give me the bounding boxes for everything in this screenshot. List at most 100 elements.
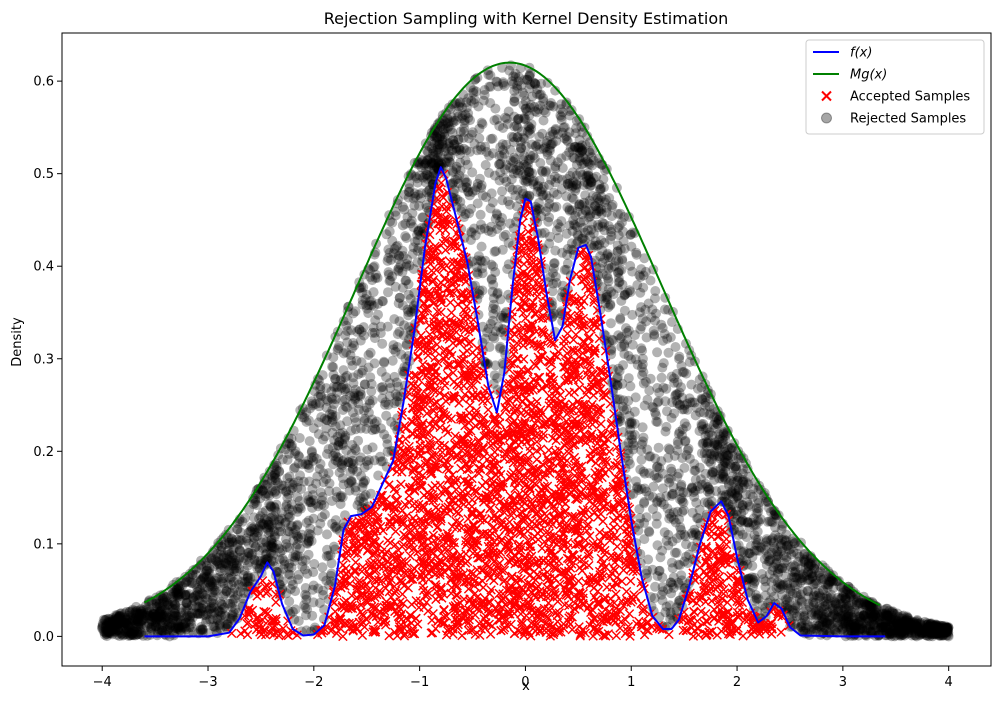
- rejected-sample-point: [635, 513, 646, 523]
- rejected-sample-point: [603, 284, 614, 295]
- rejected-sample-point: [800, 615, 810, 626]
- rejected-sample-point: [829, 624, 840, 635]
- rejected-sample-point: [280, 517, 291, 527]
- rejected-sample-point: [562, 136, 573, 147]
- rejected-sample-point: [260, 505, 271, 516]
- rejected-sample-point: [451, 161, 462, 172]
- rejected-sample-point: [823, 579, 834, 590]
- rejected-sample-point: [104, 624, 115, 635]
- rejected-sample-point: [690, 485, 701, 496]
- rejected-sample-point: [497, 195, 508, 206]
- rejected-sample-point: [176, 621, 187, 632]
- rejected-sample-point: [642, 394, 653, 405]
- rejected-sample-point: [795, 621, 806, 632]
- rejected-sample-point: [396, 349, 407, 360]
- rejected-sample-point: [669, 450, 680, 461]
- rejected-sample-point: [397, 201, 408, 212]
- rejected-sample-point: [249, 527, 260, 538]
- rejected-sample-point: [562, 178, 573, 189]
- rejected-sample-point: [480, 160, 491, 170]
- rejected-sample-point: [470, 230, 481, 241]
- rejected-sample-point: [459, 174, 470, 185]
- rejected-sample-point: [272, 519, 283, 530]
- rejected-sample-point: [488, 299, 499, 310]
- rejected-sample-point: [340, 510, 350, 521]
- rejected-sample-point: [676, 360, 687, 371]
- rejected-sample-point: [624, 459, 635, 469]
- rejected-sample-point: [841, 594, 852, 605]
- rejected-sample-point: [681, 539, 691, 550]
- rejected-sample-point: [366, 300, 377, 310]
- rejected-sample-point: [644, 385, 655, 396]
- rejected-sample-point: [721, 497, 732, 507]
- rejected-sample-point: [286, 440, 297, 451]
- rejected-sample-point: [327, 409, 338, 420]
- rejected-sample-point: [899, 625, 910, 636]
- rejected-sample-point: [301, 610, 311, 621]
- rejected-sample-point: [691, 529, 702, 540]
- rejected-sample-point: [652, 347, 663, 358]
- rejected-sample-point: [668, 507, 679, 518]
- rejected-sample-point: [758, 574, 769, 585]
- rejected-sample-point: [228, 607, 239, 618]
- rejected-sample-point: [290, 604, 301, 615]
- rejected-sample-point: [634, 518, 645, 529]
- rejected-sample-point: [512, 83, 523, 94]
- rejected-sample-point: [355, 335, 366, 346]
- rejected-sample-point: [613, 363, 624, 374]
- rejected-sample-point: [931, 627, 942, 638]
- rejected-sample-point: [686, 528, 697, 539]
- rejected-sample-point: [751, 503, 762, 514]
- rejected-sample-point: [529, 153, 540, 163]
- rejected-sample-point: [637, 422, 648, 433]
- rejected-sample-point: [664, 600, 675, 611]
- rejected-sample-point: [269, 543, 280, 554]
- rejected-sample-point: [637, 362, 647, 373]
- rejected-sample-point: [476, 241, 487, 252]
- rejected-sample-point: [663, 529, 674, 540]
- rejected-sample-point: [108, 624, 119, 635]
- rejected-sample-point: [859, 611, 870, 622]
- rejected-sample-point: [615, 208, 626, 219]
- rejected-sample-point: [603, 276, 614, 287]
- rejected-sample-point: [327, 414, 338, 425]
- rejected-sample-point: [383, 287, 393, 298]
- rejected-sample-point: [860, 625, 871, 636]
- rejected-sample-point: [664, 477, 675, 488]
- rejected-sample-point: [735, 517, 746, 527]
- rejected-sample-point: [123, 626, 134, 637]
- rejected-sample-point: [668, 482, 679, 493]
- rejected-sample-point: [475, 209, 486, 220]
- rejected-sample-point: [615, 314, 626, 325]
- rejected-sample-point: [262, 556, 273, 567]
- rejected-sample-point: [490, 304, 501, 315]
- rejected-sample-point: [541, 166, 552, 176]
- rejected-sample-point: [813, 568, 824, 579]
- rejected-sample-point: [248, 499, 259, 510]
- rejected-sample-point: [543, 202, 553, 213]
- rejected-sample-point: [455, 157, 466, 168]
- rejected-sample-point: [115, 608, 125, 619]
- rejected-sample-point: [173, 583, 184, 594]
- rejected-sample-point: [749, 530, 760, 540]
- rejected-sample-point: [661, 491, 672, 502]
- rejected-sample-point: [211, 613, 222, 624]
- rejected-sample-point: [645, 275, 656, 286]
- rejected-sample-point: [448, 177, 459, 188]
- rejected-sample-point: [249, 554, 260, 565]
- rejected-sample-point: [626, 434, 637, 445]
- rejected-sample-point: [940, 626, 951, 637]
- rejected-sample-point: [938, 624, 949, 635]
- rejected-sample-point: [569, 142, 580, 153]
- rejected-sample-point: [288, 463, 299, 474]
- rejected-sample-point: [355, 391, 366, 402]
- rejected-sample-point: [123, 630, 134, 641]
- rejected-sample-point: [569, 153, 580, 164]
- rejected-sample-point: [369, 358, 380, 369]
- rejected-sample-point: [863, 623, 874, 634]
- rejected-sample-point: [347, 407, 358, 418]
- rejected-sample-point: [656, 589, 667, 600]
- rejected-sample-point: [513, 114, 524, 124]
- rejected-sample-point: [700, 468, 711, 479]
- rejected-sample-point: [109, 616, 120, 627]
